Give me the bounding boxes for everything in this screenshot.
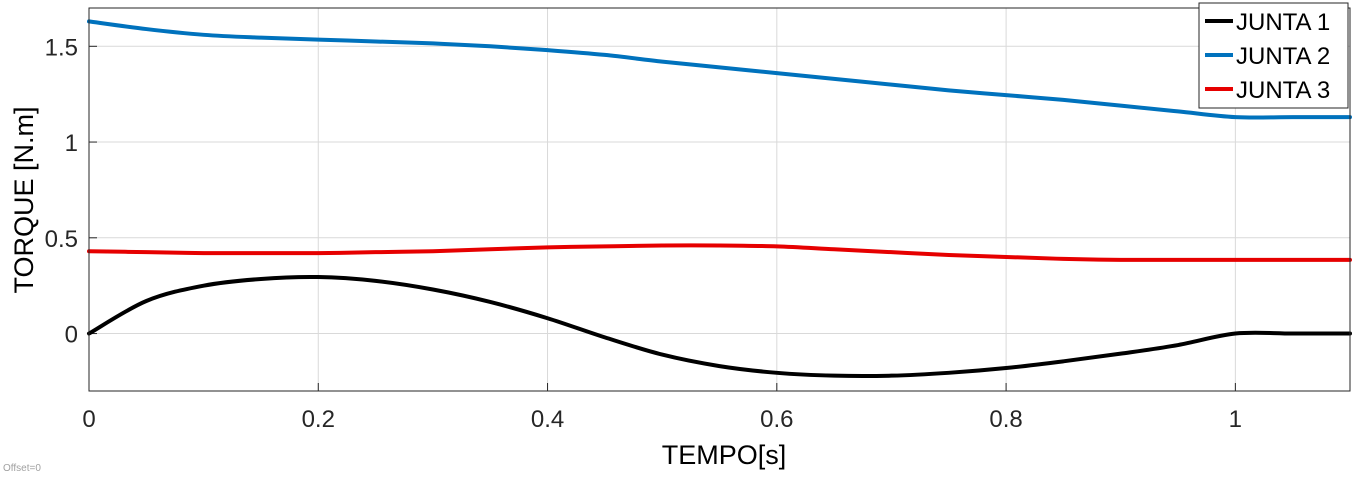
y-gridlines <box>89 45 1350 335</box>
legend-label-junta-1: JUNTA 1 <box>1236 9 1330 36</box>
legend-label-junta-2: JUNTA 2 <box>1236 43 1330 70</box>
y-tick-label: 0 <box>65 322 78 349</box>
legend-label-junta-3: JUNTA 3 <box>1236 77 1330 104</box>
axes-box <box>88 7 1351 392</box>
legend-items: JUNTA 1 JUNTA 2 JUNTA 3 <box>1205 9 1330 104</box>
y-tick-label: 0.5 <box>45 226 78 253</box>
offset-label: Offset=0 <box>3 463 41 474</box>
x-tick-label: 0.8 <box>989 406 1022 433</box>
y-axis-label: TORQUE [N.m] <box>9 106 39 293</box>
series-line-junta-2 <box>87 19 1352 120</box>
series-line-junta-3 <box>87 243 1352 262</box>
x-tick-label: 0.6 <box>760 406 793 433</box>
x-tick-label: 0.2 <box>302 406 335 433</box>
legend[interactable]: JUNTA 1 JUNTA 2 JUNTA 3 <box>1198 2 1349 109</box>
x-tick-label: 0 <box>82 406 95 433</box>
series-layer <box>87 19 1352 379</box>
x-tick-label: 0.4 <box>531 406 564 433</box>
y-tick-labels: 0 0.5 1 1.5 <box>45 34 78 348</box>
x-tick-label: 1 <box>1229 406 1242 433</box>
x-axis-label: TEMPO[s] <box>662 440 787 470</box>
y-tick-label: 1 <box>65 130 78 157</box>
y-tick-label: 1.5 <box>45 34 78 61</box>
plot-area <box>89 8 1350 391</box>
series-line-junta-1 <box>87 274 1352 379</box>
x-tick-labels: 0 0.2 0.4 0.6 0.8 1 <box>82 406 1242 433</box>
